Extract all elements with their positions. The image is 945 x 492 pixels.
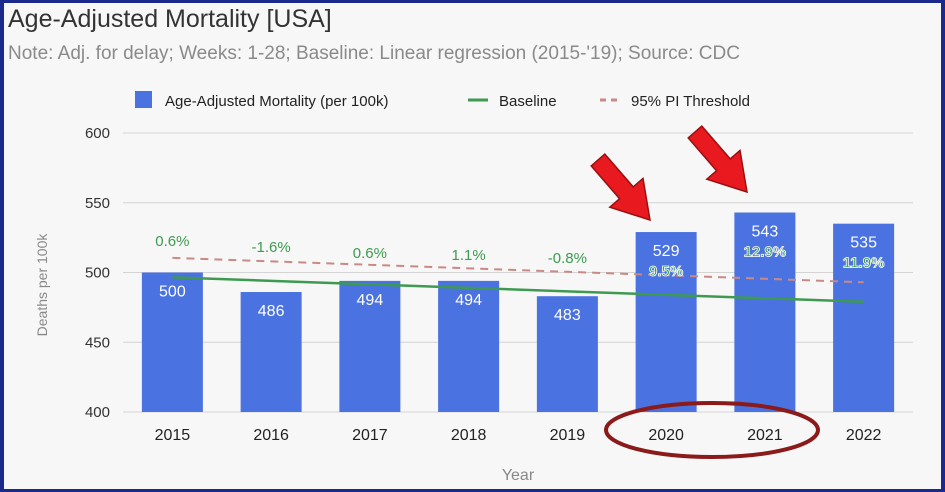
y-tick-label: 500 bbox=[85, 265, 110, 282]
bar-value-label: 500 bbox=[159, 284, 186, 301]
bar-value-label: 535 bbox=[850, 235, 877, 252]
bar-2016 bbox=[240, 292, 302, 412]
x-tick-label: 2017 bbox=[352, 427, 388, 444]
x-axis-label: Year bbox=[502, 467, 535, 484]
legend-item: Age-Adjusted Mortality (per 100k) bbox=[135, 91, 388, 110]
x-tick-label: 2020 bbox=[648, 427, 684, 444]
y-tick-label: 450 bbox=[85, 334, 110, 351]
percent-label: 0.6% bbox=[155, 233, 189, 250]
y-tick-label: 400 bbox=[85, 404, 110, 421]
bar-value-label: 529 bbox=[653, 243, 680, 260]
bar-value-label: 494 bbox=[455, 292, 482, 309]
bar-2021 bbox=[734, 212, 796, 412]
legend-item: Baseline bbox=[468, 93, 557, 110]
line-layer bbox=[172, 256, 864, 304]
x-tick-label: 2019 bbox=[550, 427, 586, 444]
percent-label: 1.1% bbox=[452, 247, 486, 264]
bar-2018 bbox=[438, 280, 500, 412]
bar-value-label: 494 bbox=[357, 292, 384, 309]
highlight-circle bbox=[604, 401, 820, 459]
legend-label: 95% PI Threshold bbox=[631, 93, 750, 110]
bar-2020 bbox=[635, 232, 697, 412]
x-tick-label: 2021 bbox=[747, 427, 783, 444]
annotation-layer bbox=[590, 125, 820, 459]
x-tick-label: 2022 bbox=[846, 427, 882, 444]
chart-title: Age-Adjusted Mortality [USA] bbox=[8, 5, 332, 33]
x-tick-label: 2018 bbox=[451, 427, 487, 444]
legend-swatch bbox=[135, 91, 152, 108]
percent-label: 0.6% bbox=[353, 245, 387, 262]
baseline-line bbox=[172, 276, 864, 304]
bar-2022 bbox=[833, 223, 895, 412]
bar-2019 bbox=[536, 296, 598, 412]
bar-value-label: 486 bbox=[258, 303, 285, 320]
legend-label: Baseline bbox=[499, 93, 557, 110]
bar-layer bbox=[141, 212, 895, 412]
threshold-line bbox=[172, 256, 864, 284]
label-layer: 500 2015 486 2016 494 2017 494 2018 483 2019 529 20… bbox=[155, 224, 885, 444]
red-arrow-icon bbox=[590, 153, 651, 222]
x-tick-label: 2015 bbox=[155, 427, 191, 444]
y-tick-label: 550 bbox=[85, 195, 110, 212]
percent-label: -0.8% bbox=[548, 250, 587, 267]
legend-label: Age-Adjusted Mortality (per 100k) bbox=[165, 93, 388, 110]
percent-label: 12.9% bbox=[744, 244, 787, 261]
bar-value-label: 543 bbox=[752, 224, 779, 241]
y-axis-label: Deaths per 100k bbox=[34, 233, 50, 337]
legend-item: 95% PI Threshold bbox=[600, 93, 750, 110]
chart-subtitle: Note: Adj. for delay; Weeks: 1-28; Basel… bbox=[8, 43, 740, 64]
bar-value-label: 483 bbox=[554, 307, 581, 324]
percent-label: 9.5% bbox=[649, 263, 683, 280]
red-arrow-icon bbox=[687, 125, 748, 194]
bar-2017 bbox=[339, 280, 401, 412]
x-tick-label: 2016 bbox=[253, 427, 289, 444]
bar-2015 bbox=[141, 272, 203, 412]
y-tick-label: 600 bbox=[85, 125, 110, 142]
percent-label: -1.6% bbox=[252, 239, 291, 256]
legend: Age-Adjusted Mortality (per 100k) Baselin… bbox=[135, 91, 750, 110]
percent-label: 11.9% bbox=[843, 255, 885, 272]
